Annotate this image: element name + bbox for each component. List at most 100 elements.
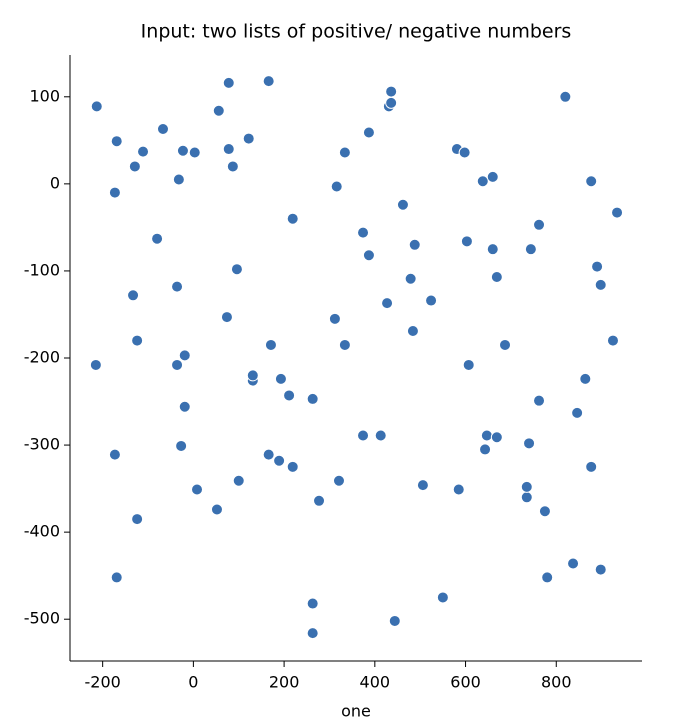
point bbox=[591, 260, 604, 273]
point bbox=[606, 334, 619, 347]
point bbox=[188, 146, 201, 159]
point bbox=[458, 146, 471, 159]
point bbox=[306, 627, 319, 640]
point bbox=[262, 75, 275, 88]
point bbox=[567, 557, 580, 570]
point bbox=[171, 280, 184, 293]
point bbox=[541, 571, 554, 584]
y-tick-label: -500 bbox=[24, 609, 60, 628]
y-tick-label: 0 bbox=[50, 173, 60, 192]
point bbox=[242, 132, 255, 145]
point bbox=[374, 429, 387, 442]
point bbox=[338, 146, 351, 159]
x-tick-label: -200 bbox=[85, 673, 121, 692]
point bbox=[232, 474, 245, 487]
y-tick-label: -400 bbox=[24, 522, 60, 541]
point bbox=[585, 460, 598, 473]
y-tick-label: -100 bbox=[24, 260, 60, 279]
point bbox=[89, 358, 102, 371]
point bbox=[490, 271, 503, 284]
point bbox=[176, 144, 189, 157]
point bbox=[306, 392, 319, 405]
y-tick-label: -300 bbox=[24, 435, 60, 454]
point bbox=[313, 494, 326, 507]
point bbox=[156, 123, 169, 136]
y-tick-label: 100 bbox=[29, 86, 60, 105]
x-tick-label: 200 bbox=[269, 673, 300, 692]
point bbox=[172, 173, 185, 186]
point bbox=[274, 372, 287, 385]
point bbox=[226, 160, 239, 173]
point bbox=[137, 145, 150, 158]
point bbox=[486, 170, 499, 183]
point bbox=[385, 85, 398, 98]
point bbox=[332, 474, 345, 487]
point bbox=[499, 338, 512, 351]
point bbox=[273, 454, 286, 467]
point bbox=[230, 263, 243, 276]
point bbox=[538, 505, 551, 518]
point bbox=[406, 325, 419, 338]
x-tick-label: 600 bbox=[450, 673, 481, 692]
point bbox=[388, 614, 401, 627]
point bbox=[460, 235, 473, 248]
point bbox=[404, 272, 417, 285]
point bbox=[362, 249, 375, 262]
point bbox=[220, 311, 233, 324]
point bbox=[222, 143, 235, 156]
x-tick-label: 800 bbox=[541, 673, 572, 692]
point bbox=[425, 294, 438, 307]
point bbox=[476, 175, 489, 188]
point bbox=[594, 563, 607, 576]
point bbox=[436, 591, 449, 604]
point bbox=[127, 289, 140, 302]
point bbox=[520, 480, 533, 493]
point bbox=[408, 238, 421, 251]
point bbox=[338, 338, 351, 351]
point bbox=[559, 90, 572, 103]
point bbox=[385, 96, 398, 109]
point bbox=[131, 334, 144, 347]
point bbox=[330, 180, 343, 193]
point bbox=[520, 491, 533, 504]
point bbox=[533, 394, 546, 407]
x-tick-label: 0 bbox=[188, 673, 198, 692]
point bbox=[571, 406, 584, 419]
point bbox=[110, 571, 123, 584]
point bbox=[362, 126, 375, 139]
point bbox=[479, 443, 492, 456]
point bbox=[286, 212, 299, 225]
point bbox=[108, 186, 121, 199]
point bbox=[131, 513, 144, 526]
point bbox=[110, 135, 123, 148]
point bbox=[480, 429, 493, 442]
point bbox=[210, 503, 223, 516]
point bbox=[178, 400, 191, 413]
x-axis-label: one bbox=[341, 702, 371, 721]
point bbox=[524, 243, 537, 256]
point bbox=[452, 483, 465, 496]
point bbox=[328, 312, 341, 325]
point bbox=[246, 369, 259, 382]
point bbox=[416, 479, 429, 492]
point bbox=[151, 232, 164, 245]
point bbox=[381, 297, 394, 310]
point bbox=[171, 358, 184, 371]
point bbox=[128, 160, 141, 173]
point bbox=[357, 429, 370, 442]
point bbox=[357, 226, 370, 239]
point bbox=[579, 372, 592, 385]
point bbox=[462, 358, 475, 371]
x-tick-label: 400 bbox=[360, 673, 391, 692]
point bbox=[178, 349, 191, 362]
point bbox=[264, 338, 277, 351]
point bbox=[490, 431, 503, 444]
point bbox=[175, 439, 188, 452]
point bbox=[90, 100, 103, 113]
point bbox=[594, 278, 607, 291]
point bbox=[283, 389, 296, 402]
point bbox=[486, 243, 499, 256]
point bbox=[222, 76, 235, 89]
point bbox=[262, 448, 275, 461]
